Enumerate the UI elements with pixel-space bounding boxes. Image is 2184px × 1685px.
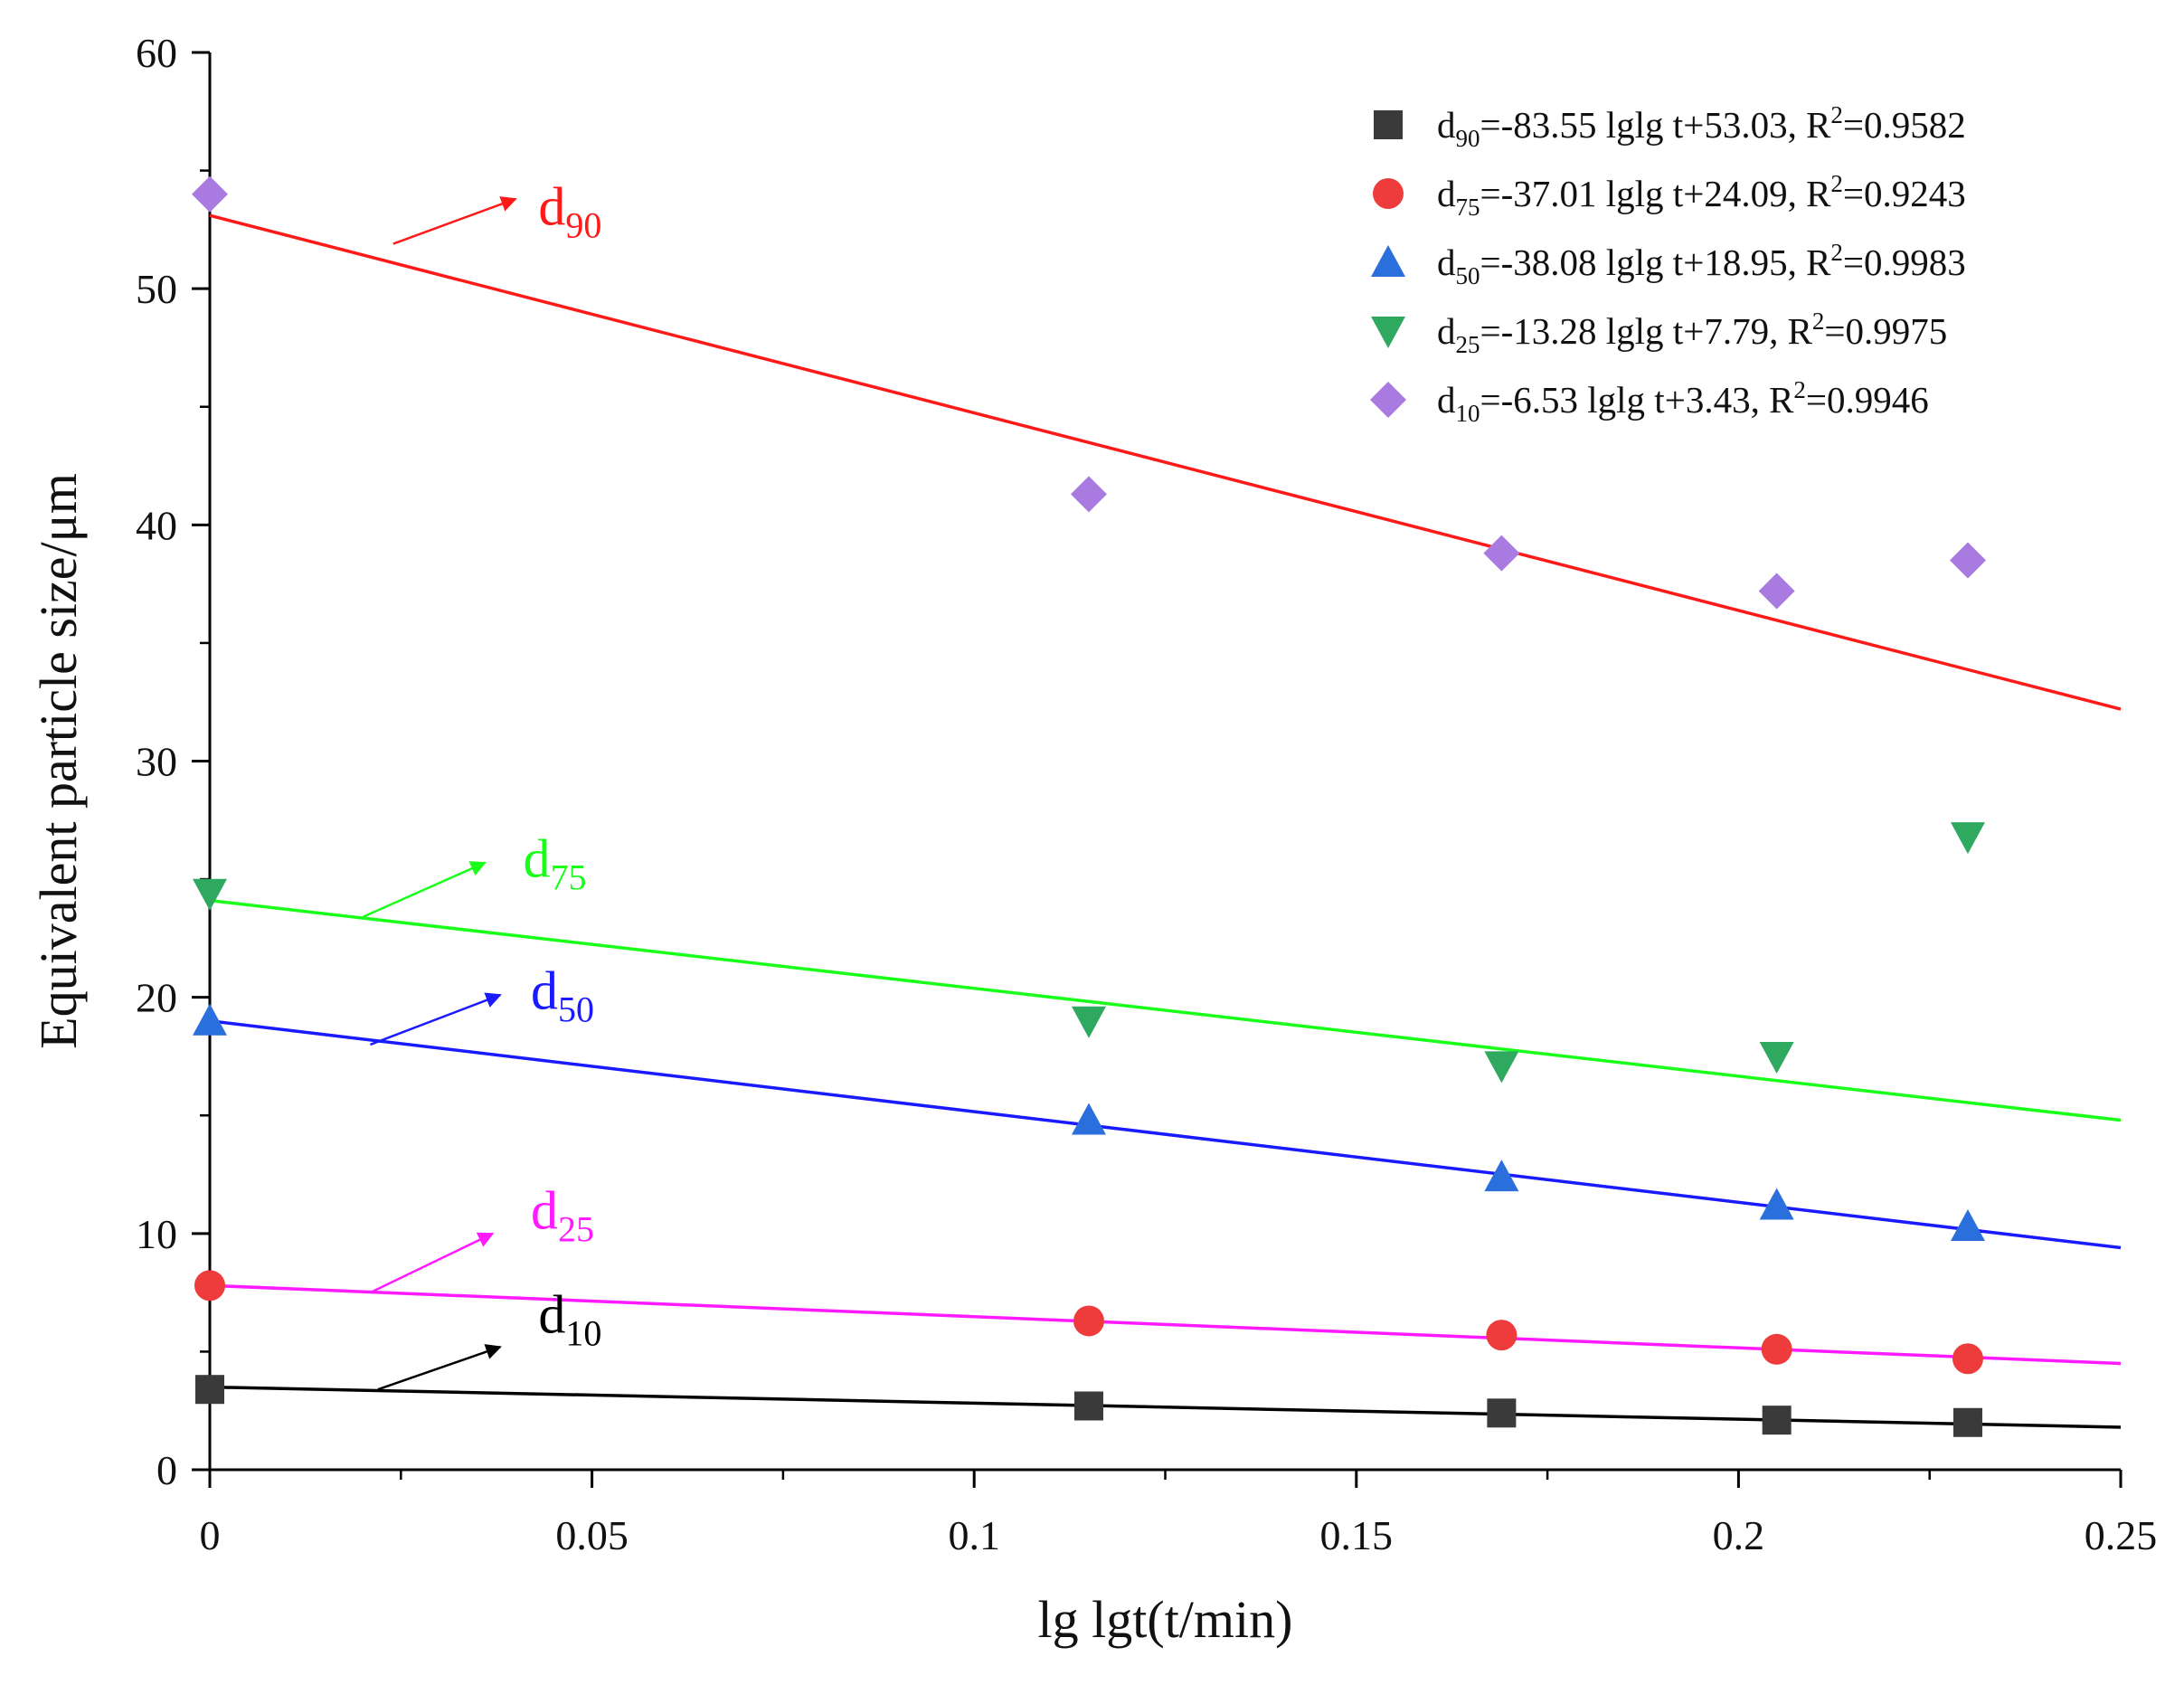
legend-label-d50: d50=-38.08 lglg t+18.95, R2=0.9983 [1437,239,1966,289]
data-point-d75 [1761,1333,1792,1365]
legend-marker-d75 [1373,178,1404,209]
data-point-d10 [1483,535,1520,572]
d10-fit-line [209,1385,2122,1429]
x-tick-label: 0.1 [948,1512,1000,1558]
x-tick-label: 0.25 [2085,1512,2158,1558]
y-tick-label: 60 [136,30,177,76]
data-point-d50 [1759,1188,1794,1220]
data-point-d90 [1762,1406,1792,1435]
y-tick-label: 40 [136,502,177,548]
data-point-d50 [1484,1160,1519,1192]
annotation-label-d10: d10 [538,1285,601,1354]
data-point-d50 [193,1003,227,1036]
data-point-d10 [1949,542,1986,579]
data-point-d75 [1486,1320,1517,1351]
annotation-arrow-d90 [392,196,517,245]
y-axis-title: Equivalent particle size/μm [29,473,88,1049]
data-point-d10 [192,175,228,213]
data-point-d10 [1758,573,1795,610]
series-d10 [192,175,1986,610]
y-tick-label: 10 [136,1211,177,1257]
annotation-label-d50: d50 [531,961,594,1030]
data-point-d90 [1487,1398,1517,1428]
legend-label-d10: d10=-6.53 lglg t+3.43, R2=0.9946 [1437,376,1929,427]
data-point-d75 [1073,1305,1104,1337]
legend-label-d90: d90=-83.55 lglg t+53.03, R2=0.9582 [1437,101,1966,152]
data-point-d25 [1759,1041,1794,1074]
legend-label-d25: d25=-13.28 lglg t+7.79, R2=0.9975 [1437,308,1947,358]
d75-fit-line [209,898,2122,1122]
x-tick-label: 0 [200,1512,221,1558]
annotation-arrow-d25 [369,1232,495,1294]
series-d50 [193,1003,1985,1241]
legend-item-d10: d10=-6.53 lglg t+3.43, R2=0.9946 [1370,376,1929,427]
data-point-d25 [193,878,227,911]
x-axis-title: lg lgt(t/min) [1038,1590,1293,1649]
annotation-label-d25: d25 [531,1181,594,1250]
data-point-d50 [1950,1208,1985,1241]
x-tick-label: 0.05 [555,1512,629,1558]
legend-marker-d50 [1371,245,1405,277]
legend-label-d75: d75=-37.01 lglg t+24.09, R2=0.9243 [1437,170,1966,221]
legend-marker-d90 [1374,110,1403,139]
legend-item-d50: d50=-38.08 lglg t+18.95, R2=0.9983 [1371,239,1966,289]
annotation-label-d75: d75 [524,828,587,897]
series-d90 [195,1375,1982,1437]
y-tick-label: 0 [156,1447,177,1493]
d50-fit-line [209,1019,2122,1250]
data-point-d50 [1071,1103,1106,1135]
legend-marker-d25 [1371,317,1405,348]
data-point-d90 [1073,1391,1103,1421]
annotation-label-d90: d90 [538,177,601,246]
x-tick-label: 0.15 [1320,1512,1394,1558]
series-d25 [193,822,1985,1084]
data-point-d90 [195,1375,224,1405]
data-point-d25 [1071,1006,1106,1038]
legend-item-d75: d75=-37.01 lglg t+24.09, R2=0.9243 [1373,170,1966,221]
data-point-d25 [1950,822,1985,855]
annotation-arrow-d50 [370,992,502,1046]
series-d75 [194,1270,1983,1375]
plot-area: 0 0.05 0.1 0.15 0.2 0.25 0 10 20 30 40 50 60 lg lgt(t… [29,30,2157,1649]
x-tick-label: 0.2 [1713,1512,1765,1558]
data-point-d90 [1952,1407,1982,1437]
data-point-d25 [1484,1051,1519,1084]
data-point-d10 [1070,476,1107,513]
y-tick-label: 30 [136,739,177,785]
annotation-arrow-d10 [377,1344,502,1391]
y-tick-label: 20 [136,975,177,1021]
d90-fit-line [209,213,2122,711]
annotation-arrow-d75 [362,861,487,919]
d25-fit-line [209,1283,2122,1366]
legend-item-d25: d25=-13.28 lglg t+7.79, R2=0.9975 [1371,308,1947,358]
y-tick-label: 50 [136,266,177,312]
legend-marker-d10 [1370,382,1406,418]
data-point-d75 [1952,1343,1983,1375]
legend-item-d90: d90=-83.55 lglg t+53.03, R2=0.9582 [1374,101,1966,152]
data-point-d75 [194,1270,225,1302]
